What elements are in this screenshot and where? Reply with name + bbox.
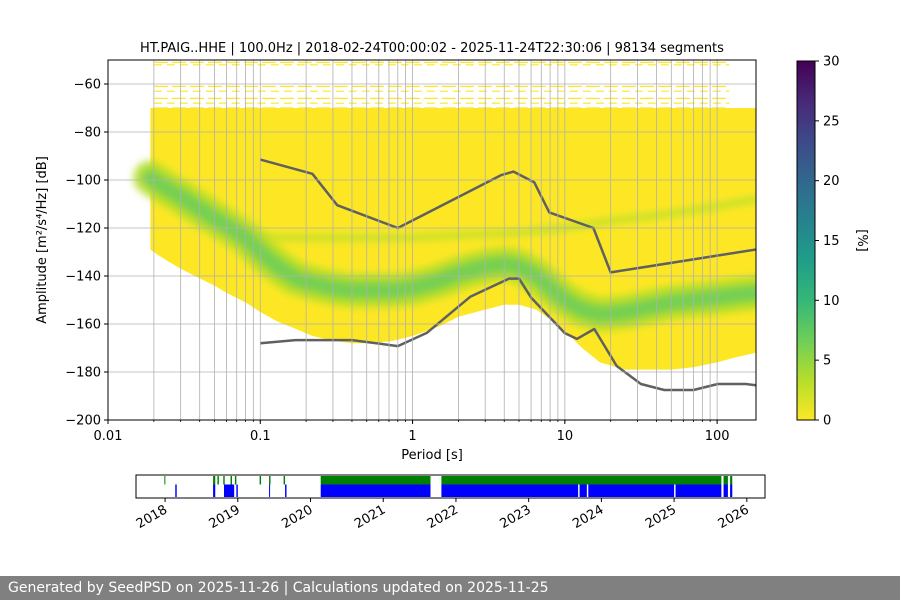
available-data-segment xyxy=(259,476,262,485)
timeline-tick-label: 2019 xyxy=(207,502,243,532)
processed-data-segment xyxy=(223,484,235,497)
colorbar-tick-label: 25 xyxy=(823,114,840,129)
processed-data-segment xyxy=(213,484,216,497)
available-data-segment xyxy=(269,476,271,485)
available-data-segment xyxy=(441,476,722,485)
y-tick-label: −200 xyxy=(65,414,101,429)
x-tick-label: 0.01 xyxy=(94,429,123,444)
processed-data-segment xyxy=(723,484,728,497)
chart-title: HT.PAIG..HHE | 100.0Hz | 2018-02-24T00:0… xyxy=(140,41,724,56)
footer-credit: Generated by SeedPSD on 2025-11-26 | Cal… xyxy=(0,576,900,600)
available-data-segment xyxy=(283,476,286,485)
available-data-segment xyxy=(730,476,733,485)
timeline-tick-label: 2022 xyxy=(425,502,461,532)
psd-figure: 0.01 0.1 1 10 100−200−180−160−140−120−100−80… xyxy=(35,41,869,532)
processed-data-segment xyxy=(579,484,587,497)
available-data-segment xyxy=(223,476,225,485)
psd-sparse-rows xyxy=(153,61,730,109)
timeline-tick-label: 2025 xyxy=(643,502,679,532)
timeline-tick-label: 2024 xyxy=(570,502,606,532)
y-axis-label: Amplitude [m²/s⁴/Hz] [dB] xyxy=(35,156,50,324)
processed-data-segment xyxy=(441,484,579,497)
noise-model-curve xyxy=(259,158,756,274)
y-tick-label: −60 xyxy=(74,78,101,93)
x-axis-label: Period [s] xyxy=(401,448,463,463)
colorbar-tick-label: 15 xyxy=(823,234,840,249)
plot-grid xyxy=(108,60,756,421)
x-tick-label: 100 xyxy=(705,429,730,444)
processed-data-segment xyxy=(175,484,177,497)
timeline-tick-label: 2018 xyxy=(134,502,170,532)
colorbar: 0 5 10 15 20 25 30 [%] xyxy=(796,55,869,429)
colorbar-tick-label: 10 xyxy=(823,294,840,309)
available-data-segment xyxy=(217,476,219,485)
processed-data-segment xyxy=(730,484,733,497)
plot-frame xyxy=(107,59,757,421)
y-tick-label: −140 xyxy=(65,270,101,285)
available-data-segment xyxy=(230,476,232,485)
y-tick-label: −80 xyxy=(74,126,101,141)
y-tick-label: −100 xyxy=(65,174,101,189)
x-tick-label: 1 xyxy=(408,429,416,444)
colorbar-label: [%] xyxy=(854,229,869,252)
timeline-tick-label: 2023 xyxy=(498,502,534,532)
available-data-segment xyxy=(320,476,431,485)
available-data-segment xyxy=(723,476,728,485)
available-data-segment xyxy=(164,476,166,485)
colorbar-tick-label: 0 xyxy=(823,414,831,429)
psd-plot-area: 0.01 0.1 1 10 100 −200 −180 −160 −140 −120 −100 −80… xyxy=(35,41,757,463)
available-data-segment xyxy=(213,476,216,485)
x-tick-label: 0.1 xyxy=(250,429,271,444)
data-availability-timeline: 2018 2019 2020 2021 2022 2023 2024 2025 2026 xyxy=(134,474,766,532)
y-tick-label: −180 xyxy=(65,366,101,381)
timeline-tick-label: 2021 xyxy=(352,502,388,532)
processed-data-segment xyxy=(588,484,675,497)
timeline-tick-label: 2020 xyxy=(279,502,315,532)
colorbar-tick-label: 5 xyxy=(823,354,831,369)
colorbar-gradient xyxy=(796,60,816,421)
available-data-segment xyxy=(234,476,237,485)
colorbar-tick-label: 30 xyxy=(823,55,840,70)
processed-data-segment xyxy=(236,484,238,497)
timeline-tick-label: 2026 xyxy=(716,502,752,532)
y-tick-label: −120 xyxy=(65,222,101,237)
y-tick-label: −160 xyxy=(65,318,101,333)
colorbar-tick-label: 20 xyxy=(823,174,840,189)
psd-density-inner xyxy=(142,169,756,323)
processed-data-segment xyxy=(269,484,271,497)
processed-data-segment xyxy=(675,484,722,497)
processed-data-segment xyxy=(320,484,431,497)
processed-data-segment xyxy=(285,484,287,497)
x-tick-label: 10 xyxy=(557,429,574,444)
